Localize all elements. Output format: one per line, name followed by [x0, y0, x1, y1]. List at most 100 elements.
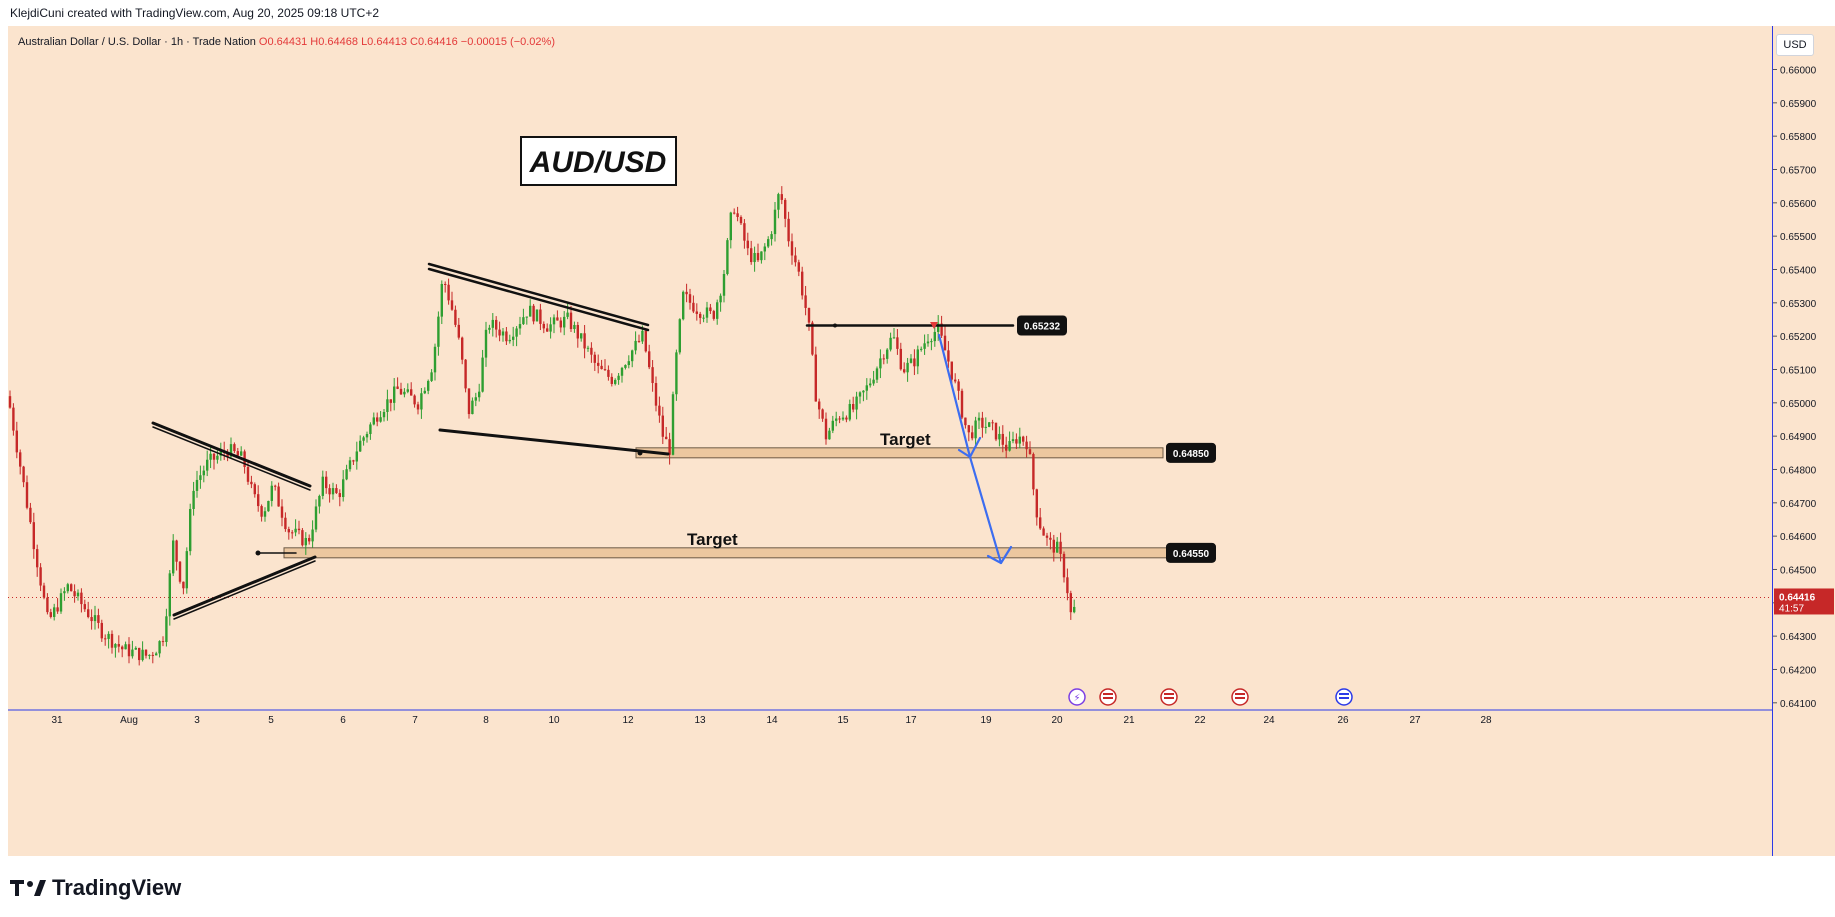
candle-body	[338, 493, 341, 498]
candle-body	[491, 319, 494, 328]
us-flag-event-icon-stripe	[1164, 697, 1174, 699]
candle-body	[495, 319, 498, 330]
candle-body	[648, 351, 651, 368]
candle-body	[773, 209, 777, 235]
candle-body	[637, 340, 641, 342]
candle-body	[80, 592, 83, 605]
candle-body	[753, 252, 756, 263]
chart-area[interactable]: 0.65232 0.64850 0.64550 Target Target AUD/USD…	[8, 26, 1772, 856]
candle-body	[998, 433, 1001, 440]
candle-body	[22, 466, 25, 483]
price-tick-label: 0.64600	[1780, 532, 1817, 543]
candle-body	[600, 365, 603, 370]
lightning-event-icon	[1068, 688, 1086, 706]
candle-body	[943, 335, 947, 351]
last-price-tag	[1774, 588, 1834, 615]
ohlc-open: O0.64431	[258, 36, 308, 48]
candle-body	[359, 440, 362, 452]
triangle-upper-line	[151, 421, 312, 488]
candle-body	[763, 246, 766, 252]
candle-body	[1011, 439, 1015, 442]
candle-body	[83, 604, 86, 610]
candle-body	[501, 331, 505, 336]
candle-body	[879, 358, 882, 369]
candle-body	[90, 617, 93, 622]
candle-body	[855, 396, 858, 410]
price-tick-label: 0.65800	[1780, 132, 1817, 143]
candle-body	[845, 417, 848, 420]
candle-body	[821, 409, 824, 419]
candle-body	[263, 511, 267, 517]
candle-body	[100, 622, 103, 639]
candle-body	[573, 324, 576, 330]
projection-arrow-2	[968, 455, 1013, 565]
candle-body	[835, 418, 838, 421]
candle-body	[148, 654, 151, 656]
candle-body	[369, 424, 372, 435]
candle-body	[726, 240, 729, 274]
time-tick-label: 22	[1194, 715, 1206, 726]
candle-body	[114, 644, 117, 648]
candle-body	[590, 347, 593, 355]
candle-body	[546, 328, 549, 332]
time-tick-label: 15	[837, 715, 849, 726]
candle-body	[42, 585, 46, 598]
candle-body	[556, 317, 559, 321]
candle-body	[607, 369, 610, 377]
candle-body	[733, 212, 736, 214]
candle-body	[593, 354, 596, 363]
candle-body	[1042, 528, 1045, 536]
candle-body	[505, 331, 508, 342]
candle-body	[913, 358, 916, 367]
candle-body	[801, 271, 804, 296]
candle-body	[760, 251, 763, 261]
candle-body	[508, 339, 511, 342]
candle-body	[444, 283, 447, 285]
candle-body	[933, 331, 936, 342]
candle-body	[597, 362, 600, 366]
candle-body	[896, 337, 899, 349]
candle-body	[284, 517, 287, 530]
candle-body	[920, 348, 923, 350]
candle-body	[386, 399, 389, 412]
candle-body	[291, 532, 294, 534]
candle-body	[406, 389, 409, 392]
currency-button[interactable]: USD	[1776, 34, 1814, 56]
candle-body	[423, 390, 426, 394]
candle-body	[294, 528, 297, 533]
candle-body	[219, 450, 222, 456]
candle-body	[988, 422, 991, 427]
price-tick-label: 0.65400	[1780, 265, 1817, 276]
candle-body	[110, 633, 114, 648]
candle-body	[236, 451, 239, 456]
candle-body	[1059, 541, 1062, 554]
candle-body	[308, 537, 311, 542]
price-tick-label: 0.64100	[1780, 699, 1817, 710]
candle-body	[403, 391, 406, 395]
candle-body	[185, 551, 188, 589]
candle-body	[1032, 454, 1035, 490]
price-tick-label: 0.65200	[1780, 332, 1817, 343]
triangle-lower-line	[172, 555, 317, 617]
price-tick-label: 0.66000	[1780, 66, 1817, 77]
candle-body	[335, 488, 338, 494]
candle-body	[141, 649, 144, 661]
candle-body	[1018, 436, 1021, 444]
candle-body	[134, 647, 137, 650]
candle-body	[138, 647, 141, 661]
candle-body	[389, 399, 392, 403]
candle-body	[522, 317, 525, 325]
tradingview-logo[interactable]: TradingView	[10, 874, 181, 902]
candle-body	[270, 485, 273, 501]
candle-body	[872, 379, 875, 384]
candle-body	[610, 376, 613, 384]
time-tick-label: 6	[340, 715, 346, 726]
price-tick-label: 0.64300	[1780, 632, 1817, 643]
candle-body	[971, 432, 974, 439]
candle-body	[331, 488, 335, 495]
price-tick-label: 0.65900	[1780, 99, 1817, 110]
candle-body	[991, 422, 994, 424]
price-axis[interactable]: 0.66000 0.65900 0.65800 0.65700 0.65600 0.655…	[1772, 26, 1835, 856]
candle-body	[121, 646, 124, 650]
candle-body	[416, 404, 420, 410]
